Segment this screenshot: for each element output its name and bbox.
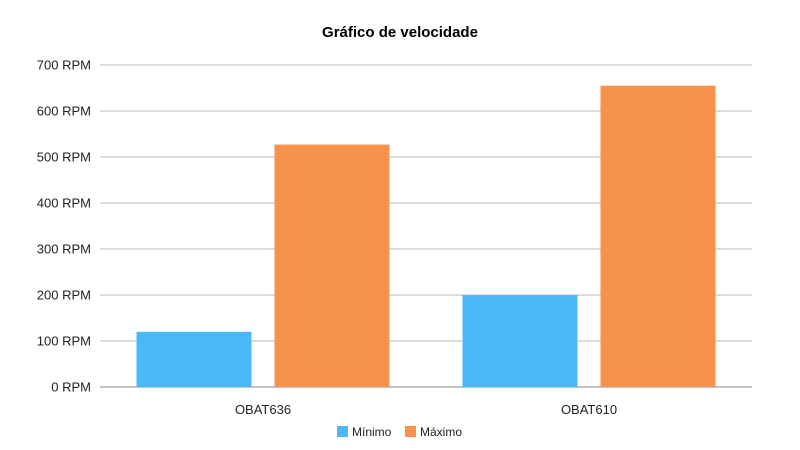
bar-maximo-obat636 bbox=[274, 144, 390, 387]
legend-label-maximo: Máximo bbox=[420, 425, 462, 439]
y-tick-label: 500 RPM bbox=[37, 150, 91, 165]
bar-minimo-obat636 bbox=[136, 331, 252, 387]
chart-title: Gráfico de velocidade bbox=[322, 24, 478, 41]
legend-label-minimo: Mínimo bbox=[352, 425, 392, 439]
y-tick-label: 100 RPM bbox=[37, 334, 91, 349]
legend-swatch-minimo bbox=[337, 426, 348, 437]
legend-swatch-maximo bbox=[405, 426, 416, 437]
y-tick-label: 600 RPM bbox=[37, 104, 91, 119]
bar-maximo-obat610 bbox=[600, 85, 716, 387]
y-tick-label: 0 RPM bbox=[51, 380, 91, 395]
y-tick-label: 300 RPM bbox=[37, 242, 91, 257]
x-category-label: OBAT610 bbox=[561, 402, 617, 417]
y-tick-label: 700 RPM bbox=[37, 58, 91, 73]
y-tick-label: 400 RPM bbox=[37, 196, 91, 211]
y-tick-label: 200 RPM bbox=[37, 288, 91, 303]
x-category-label: OBAT636 bbox=[235, 402, 291, 417]
bar-minimo-obat610 bbox=[462, 295, 578, 387]
